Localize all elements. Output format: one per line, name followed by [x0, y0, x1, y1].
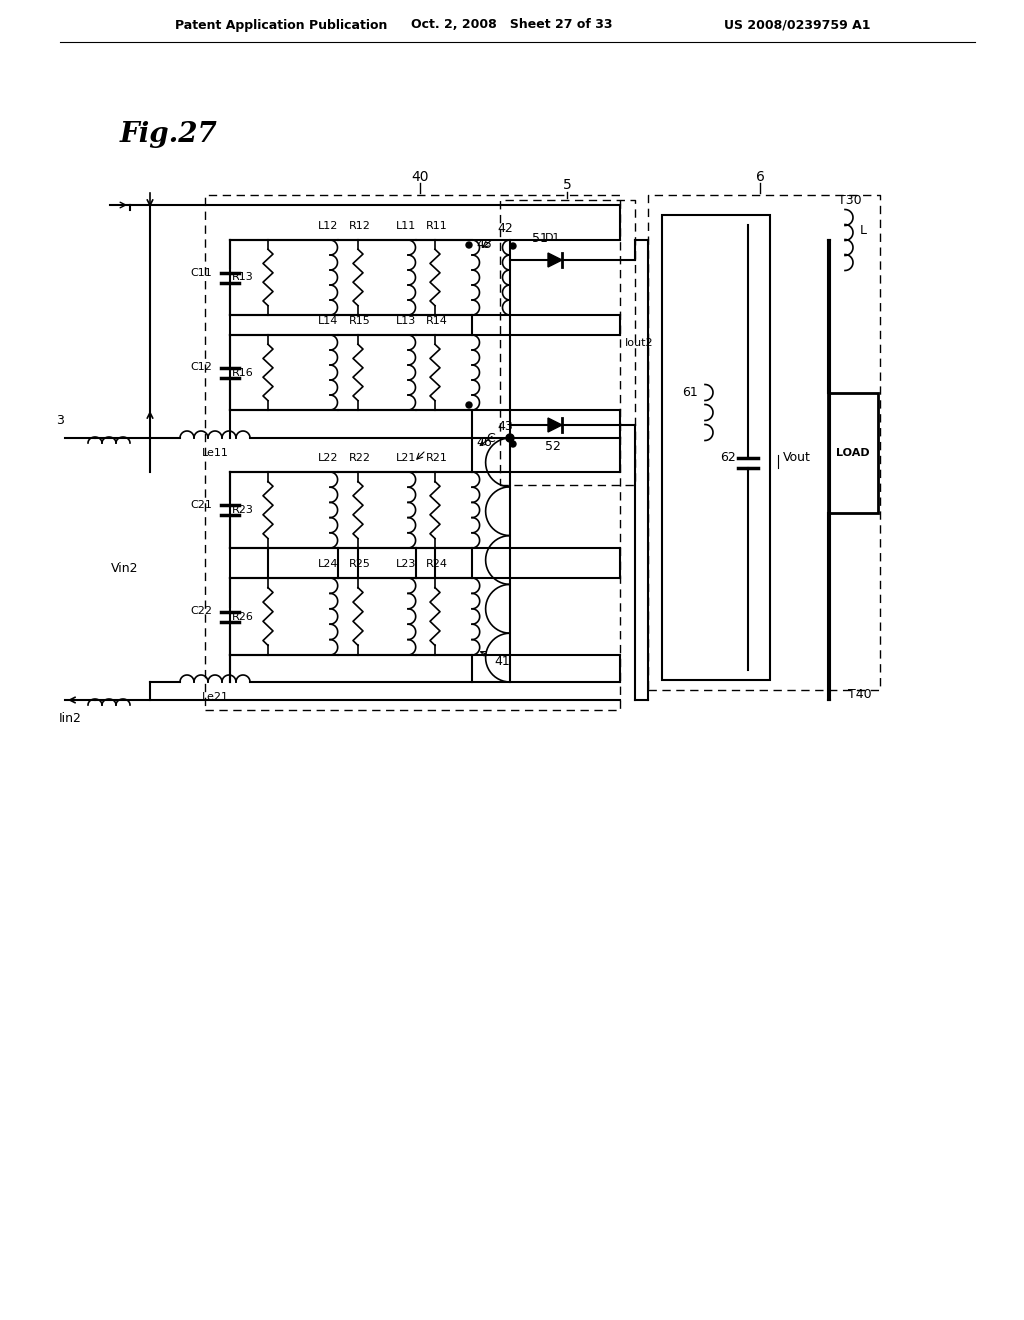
Text: L22: L22 — [317, 453, 338, 463]
Text: Le21: Le21 — [202, 692, 228, 702]
Text: 45: 45 — [476, 239, 492, 252]
Text: 42: 42 — [483, 222, 513, 247]
Text: 61: 61 — [682, 385, 698, 399]
Text: T40: T40 — [848, 689, 871, 701]
Text: R15: R15 — [349, 315, 371, 326]
Text: US 2008/0239759 A1: US 2008/0239759 A1 — [724, 18, 870, 32]
Text: C22: C22 — [190, 606, 212, 616]
Text: Vin2: Vin2 — [112, 561, 138, 574]
Polygon shape — [548, 418, 562, 432]
Text: R21: R21 — [426, 453, 447, 463]
Text: 5: 5 — [562, 178, 571, 191]
Circle shape — [510, 441, 516, 447]
Text: Patent Application Publication: Patent Application Publication — [175, 18, 387, 32]
Circle shape — [506, 434, 514, 442]
Text: C11: C11 — [190, 268, 212, 277]
Text: D1: D1 — [545, 234, 561, 243]
Text: R26: R26 — [232, 611, 254, 622]
Text: L12: L12 — [317, 220, 338, 231]
Text: R12: R12 — [349, 220, 371, 231]
Text: Le11: Le11 — [202, 447, 228, 458]
Text: C12: C12 — [190, 363, 212, 372]
Text: 41: 41 — [480, 652, 510, 668]
Text: R24: R24 — [426, 558, 449, 569]
Text: R14: R14 — [426, 315, 447, 326]
Text: C: C — [486, 432, 495, 445]
Text: 40: 40 — [412, 170, 429, 183]
Text: L21: L21 — [396, 453, 416, 463]
Text: L11: L11 — [396, 220, 416, 231]
Text: 3: 3 — [56, 413, 63, 426]
Text: C21: C21 — [190, 500, 212, 510]
Text: Vout: Vout — [783, 451, 811, 465]
Text: 52: 52 — [545, 441, 561, 454]
Text: 62: 62 — [720, 451, 736, 465]
Text: 6: 6 — [756, 170, 765, 183]
Text: 51: 51 — [532, 231, 548, 244]
Text: Iin2: Iin2 — [58, 711, 82, 725]
Text: Oct. 2, 2008   Sheet 27 of 33: Oct. 2, 2008 Sheet 27 of 33 — [412, 18, 612, 32]
Text: R13: R13 — [232, 272, 254, 282]
Text: Iout2: Iout2 — [625, 338, 653, 347]
Circle shape — [466, 403, 472, 408]
Text: R23: R23 — [232, 506, 254, 515]
Text: T30: T30 — [839, 194, 862, 206]
Bar — [662, 215, 770, 680]
Text: R11: R11 — [426, 220, 447, 231]
Text: 43: 43 — [480, 420, 513, 446]
Polygon shape — [548, 253, 562, 267]
Circle shape — [510, 243, 516, 249]
Text: L14: L14 — [317, 315, 338, 326]
Bar — [828, 392, 878, 512]
Text: L: L — [859, 223, 866, 236]
Text: R25: R25 — [349, 558, 371, 569]
Text: LOAD: LOAD — [837, 447, 869, 458]
Text: 46: 46 — [476, 437, 492, 450]
Circle shape — [466, 242, 472, 248]
Text: R22: R22 — [349, 453, 371, 463]
Text: L24: L24 — [317, 558, 338, 569]
Text: L13: L13 — [396, 315, 416, 326]
Text: R16: R16 — [232, 367, 254, 378]
Text: L23: L23 — [396, 558, 416, 569]
Text: Fig.27: Fig.27 — [120, 121, 218, 149]
